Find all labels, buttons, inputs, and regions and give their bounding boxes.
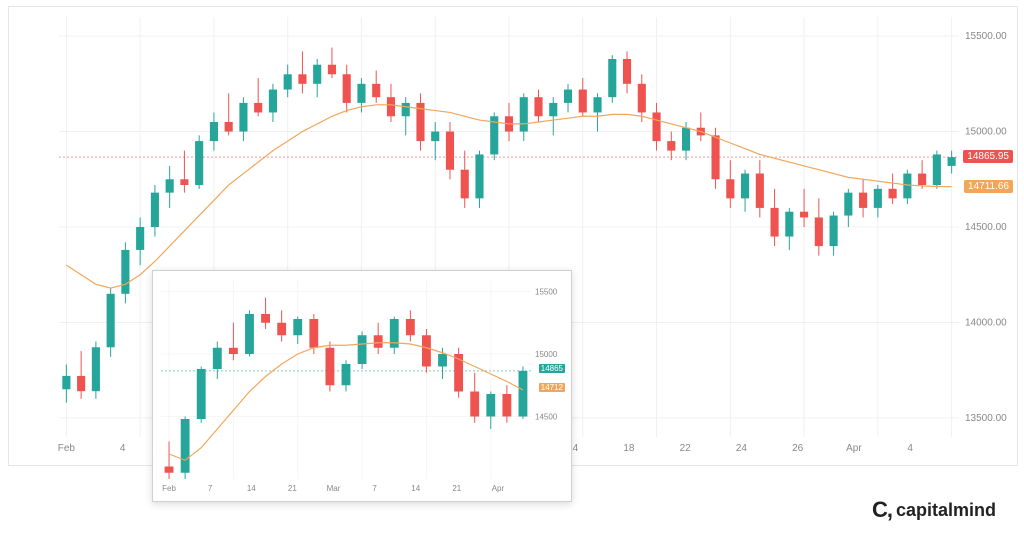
- svg-text:4: 4: [120, 443, 126, 454]
- svg-text:15500: 15500: [535, 288, 558, 297]
- svg-text:26: 26: [792, 443, 804, 454]
- svg-text:18: 18: [623, 443, 635, 454]
- svg-text:13500.00: 13500.00: [965, 413, 1007, 424]
- svg-text:Feb: Feb: [162, 484, 176, 493]
- svg-text:14000.00: 14000.00: [965, 317, 1007, 328]
- svg-text:15000: 15000: [535, 350, 558, 359]
- svg-text:14: 14: [411, 484, 420, 493]
- svg-text:7: 7: [372, 484, 377, 493]
- svg-text:15500.00: 15500.00: [965, 31, 1007, 42]
- svg-text:21: 21: [452, 484, 461, 493]
- svg-text:Apr: Apr: [846, 443, 862, 454]
- svg-text:14500.00: 14500.00: [965, 222, 1007, 233]
- price-badge: 14711.66: [964, 180, 1013, 193]
- svg-text:4: 4: [907, 443, 913, 454]
- price-badge: 14712: [539, 383, 565, 392]
- svg-text:14500: 14500: [535, 413, 558, 422]
- capitalmind-logo: C, capitalmind: [872, 497, 996, 523]
- svg-text:24: 24: [736, 443, 748, 454]
- svg-text:Mar: Mar: [327, 484, 341, 493]
- logo-text: capitalmind: [896, 500, 996, 521]
- inset-chart-svg: 145001500015500Feb71421Mar71421Apr: [161, 279, 531, 479]
- svg-text:Feb: Feb: [58, 443, 76, 454]
- price-badge: 14865: [539, 364, 565, 373]
- inset-candlestick-chart[interactable]: 145001500015500Feb71421Mar71421Apr 14865…: [152, 270, 572, 502]
- svg-text:7: 7: [208, 484, 213, 493]
- svg-text:Apr: Apr: [492, 484, 505, 493]
- svg-text:21: 21: [288, 484, 297, 493]
- svg-text:14: 14: [247, 484, 256, 493]
- logo-mark: C,: [872, 497, 892, 523]
- svg-text:22: 22: [680, 443, 692, 454]
- svg-text:15000.00: 15000.00: [965, 127, 1007, 138]
- price-badge: 14865.95: [963, 150, 1013, 163]
